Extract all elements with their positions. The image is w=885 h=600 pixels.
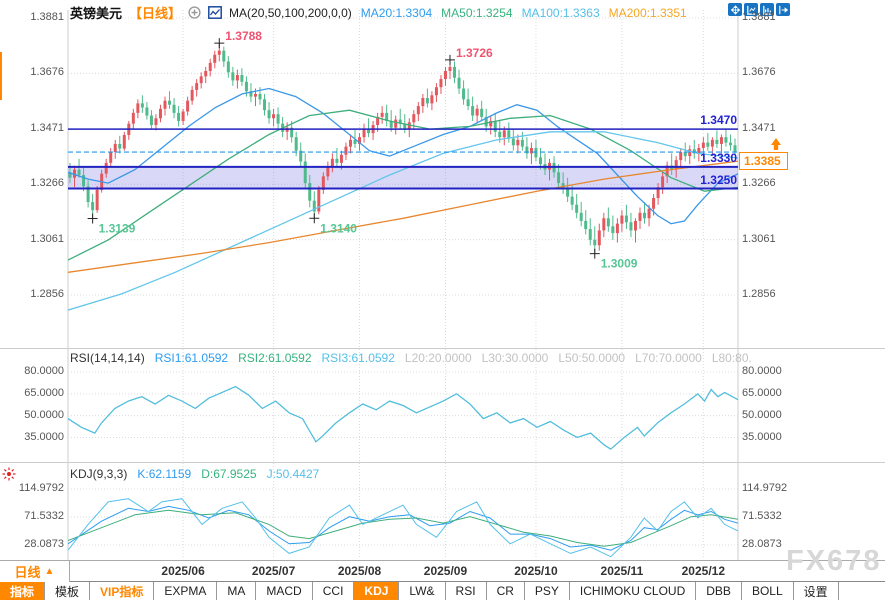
kdj-axis-label-right: 114.9792: [742, 482, 788, 494]
tab-macd[interactable]: MACD: [256, 582, 313, 600]
rsi-segment-8: L80:80.: [711, 351, 752, 365]
price-axis-label-right: 1.3061: [742, 232, 776, 245]
period-selector-label: 日线: [14, 565, 41, 580]
level-line-label[interactable]: 1.3470: [700, 113, 737, 128]
rsi-segment-0: RSI(14,14,14): [70, 351, 145, 365]
rsi-axis-label-left: 80.0000: [24, 365, 64, 377]
rsi-segment-7: L70:70.0000: [635, 351, 702, 365]
tab-settings[interactable]: 设置: [793, 582, 839, 600]
price-axis-label-left: 1.3881: [30, 11, 64, 23]
price-axis-label-left: 1.3266: [30, 177, 64, 190]
tab-dbb[interactable]: DBB: [696, 582, 742, 600]
price-extreme-label: 1.3009: [601, 257, 638, 271]
kdj-axis-label-left: 71.5332: [24, 510, 64, 522]
scroll-forward-icon[interactable]: [776, 3, 790, 16]
rsi-header: RSI(14,14,14) RSI1:61.0592 RSI2:61.0592 RSI…: [70, 351, 752, 365]
rsi-axis-label-left: 35.0000: [24, 430, 64, 443]
last-price-tag: 1.3385: [739, 152, 788, 170]
level-line-label[interactable]: 1.3330: [700, 150, 737, 165]
price-axis-label-right: 1.3266: [742, 177, 776, 190]
tab-cr[interactable]: CR: [486, 582, 525, 600]
ma-value-2: MA50:1.3254: [441, 5, 513, 20]
x-axis-month-label: 2025/08: [337, 564, 382, 578]
pan-icon[interactable]: [728, 3, 742, 16]
price-axis-label-right: 1.3881: [742, 11, 776, 23]
tab-cci[interactable]: CCI: [312, 582, 355, 600]
tab-expma[interactable]: EXPMA: [154, 582, 218, 600]
x-axis-month-label: 2025/10: [514, 564, 558, 578]
x-axis-month-label: 2025/06: [161, 564, 205, 578]
x-axis-month-label: 2025/07: [251, 564, 296, 578]
tab-template[interactable]: 模板: [45, 582, 91, 600]
kdj-axis-label-right: 28.0873: [742, 538, 782, 550]
kdj-axis-label-right: 71.5332: [742, 510, 782, 522]
tab-rsi[interactable]: RSI: [445, 582, 487, 600]
rsi-segment-4: L20:20.0000: [404, 351, 472, 365]
tab-ma[interactable]: MA: [217, 582, 257, 600]
chart-type-icon[interactable]: [208, 6, 222, 19]
kdj-segment-0: KDJ(9,3,3): [70, 467, 128, 481]
x-axis-month-label: 2025/11: [600, 564, 644, 578]
rsi-segment-6: L50:50.0000: [558, 351, 626, 365]
price-up-arrow-icon: [771, 138, 781, 150]
price-axis-label-left: 1.2856: [30, 288, 64, 300]
x-axis-row: 日线 ▲ 2025/06 2025/07 2025/08 2025/09 2025/10…: [0, 560, 885, 582]
ma-values-readout: MA(20,50,100,200,0,0) MA20:1.3304 MA50:1.3…: [229, 6, 696, 20]
period-selector[interactable]: 日线 ▲: [0, 561, 70, 582]
tab-vip-indicator[interactable]: VIP指标: [90, 582, 155, 600]
chart-header: 英镑美元 【日线】 MA(20,50,100,200,0,0) MA20:1.33…: [70, 3, 696, 22]
price-axis-label-left: 1.3061: [30, 232, 64, 245]
kdj-segment-3: J:50.4427: [266, 467, 320, 481]
price-axis-label-left: 1.3676: [30, 66, 64, 79]
price-extreme-label: 1.3788: [225, 29, 262, 43]
tab-indicator[interactable]: 指标: [0, 582, 46, 600]
level-line-label[interactable]: 1.3250: [700, 172, 737, 187]
rsi-axis-label-right: 80.0000: [742, 365, 782, 377]
price-extreme-label: 1.3139: [99, 222, 136, 236]
chevron-up-icon: ▲: [44, 566, 55, 577]
kdj-segment-1: K:62.1159: [137, 467, 192, 481]
rsi-axis-label-right: 35.0000: [742, 430, 782, 443]
price-extreme-label: 1.3140: [320, 221, 357, 235]
ma-value-1: MA20:1.3304: [360, 5, 433, 20]
tab-lw[interactable]: LW&: [399, 582, 446, 600]
kdj-header: KDJ(9,3,3) K:62.1159 D:67.9525 J:50.4427: [70, 467, 319, 481]
symbol-title: 英镑美元: [70, 6, 123, 21]
rsi-axis-label-left: 50.0000: [24, 408, 64, 421]
tab-kdj[interactable]: KDJ: [354, 582, 400, 600]
kdj-segment-2: D:67.9525: [201, 467, 257, 481]
price-axis-label-left: 1.3471: [30, 121, 64, 134]
tab-psy[interactable]: PSY: [524, 582, 570, 600]
price-axis-label-right: 1.3471: [742, 121, 776, 134]
ma-value-3: MA100:1.3363: [521, 5, 600, 20]
rsi-segment-1: RSI1:61.0592: [154, 351, 229, 365]
period-title: 【日线】: [129, 6, 182, 21]
price-axis-label-right: 1.2856: [742, 288, 776, 300]
axis-zoom-icon[interactable]: [760, 3, 774, 16]
x-axis-month-label: 2025/12: [681, 564, 726, 578]
indicator-toolbar: 指标 模板 VIP指标 EXPMA MA MACD CCI KDJ LW& RSI CR PSY ICH…: [0, 582, 885, 600]
rsi-segment-5: L30:30.0000: [481, 351, 549, 365]
rsi-axis-label-right: 65.0000: [742, 386, 782, 399]
left-edge-accent-bar: [0, 52, 2, 100]
tab-boll[interactable]: BOLL: [741, 582, 794, 600]
kdj-axis-label-left: 28.0873: [24, 538, 64, 550]
add-indicator-icon[interactable]: [188, 6, 201, 19]
indicator-settings-icon[interactable]: [2, 467, 16, 481]
chart-tool-icons: [728, 3, 790, 16]
last-price-value: 1.3385: [744, 154, 781, 168]
rsi-axis-label-left: 65.0000: [24, 386, 64, 399]
tab-ichimoku-cloud[interactable]: ICHIMOKU CLOUD: [569, 582, 697, 600]
fit-scale-icon[interactable]: [744, 3, 758, 16]
kdj-axis-label-left: 114.9792: [18, 482, 64, 494]
rsi-segment-3: RSI3:61.0592: [321, 351, 395, 365]
ma-params-label: MA(20,50,100,200,0,0): [229, 5, 352, 20]
ma-value-4: MA200:1.3351: [608, 5, 687, 20]
rsi-axis-label-right: 50.0000: [742, 408, 782, 421]
price-extreme-label: 1.3726: [456, 46, 493, 60]
x-axis-month-label: 2025/09: [423, 564, 468, 578]
price-axis-label-right: 1.3676: [742, 66, 776, 79]
rsi-segment-2: RSI2:61.0592: [238, 351, 312, 365]
